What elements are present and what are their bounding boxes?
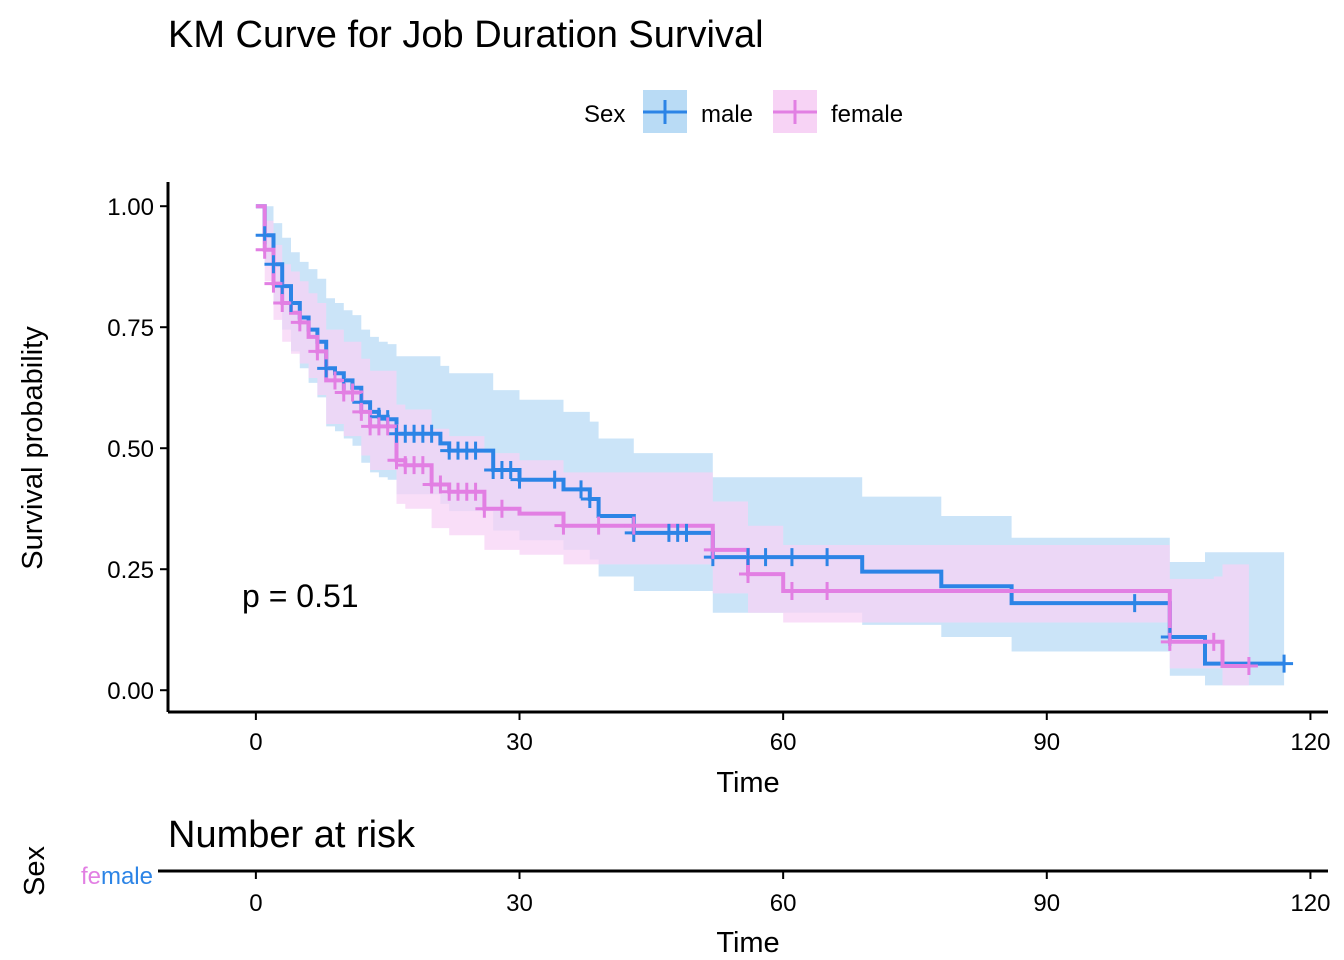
censor-mark-male [782,548,801,567]
legend: Sex male female [584,90,903,133]
censor-mark-male [422,424,441,443]
censor-mark-female [1160,632,1179,651]
risk-table-title: Number at risk [168,814,416,856]
confidence-bands [255,206,1285,686]
y-tick-label: 1.00 [107,194,154,221]
censor-mark-male [317,359,336,378]
y-axis-ticks: 0.00 0.25 0.50 0.75 1.00 [107,194,168,705]
censor-mark-female [352,402,371,421]
censor-mark-female [264,274,283,293]
censor-mark-female [255,240,274,259]
legend-title: Sex [584,101,625,128]
censor-mark-female [475,499,494,518]
censor-mark-female [818,581,837,600]
censor-mark-female [325,371,344,390]
y-tick-label: 0.75 [107,315,154,342]
risk-x-tick-label: 90 [1033,890,1060,917]
chart-title: KM Curve for Job Duration Survival [168,14,764,56]
censor-mark-male [501,460,520,479]
risk-table-strata-title: Sex [19,846,51,896]
y-tick-label: 0.25 [107,557,154,584]
x-axis-title: Time [716,767,779,799]
legend-label-male: male [701,101,753,128]
censor-mark-male [739,548,757,567]
strata-label-male-part: male [101,863,153,890]
risk-table-x-ticks: 0 30 60 90 120 [249,871,1330,917]
censor-mark-female [466,482,485,501]
censor-mark-male [273,277,292,296]
band-female [255,206,1249,686]
censor-mark-male [756,548,775,567]
x-tick-label: 90 [1033,729,1060,756]
risk-table-strata-label: female [81,863,153,890]
y-tick-label: 0.00 [107,678,154,705]
censor-mark-female [589,516,608,535]
censor-mark-female [1204,632,1223,651]
legend-key-female [773,90,817,133]
p-value-annotation: p = 0.51 [242,578,359,614]
censor-mark-male [510,470,529,489]
risk-x-tick-label: 120 [1290,890,1330,917]
risk-x-tick-label: 60 [770,890,797,917]
censor-mark-female [492,499,511,518]
censor-mark-female [739,565,757,584]
censor-mark-male [1275,654,1294,673]
strata-label-female-part: fe [81,863,101,890]
x-axis-ticks: 0 30 60 90 120 [249,712,1330,756]
censor-mark-male [264,255,283,274]
censor-mark-female [343,383,362,402]
censor-mark-male [580,490,599,509]
censor-mark-male [677,523,696,542]
censor-mark-male [466,441,485,460]
censor-mark-male [545,470,564,489]
censor-mark-female [554,516,573,535]
risk-x-tick-label: 30 [506,890,533,917]
censor-mark-female [308,342,327,361]
censor-mark-female [1239,657,1258,676]
censor-mark-male [818,548,837,567]
censor-marks [255,226,1294,676]
censor-mark-female [703,540,722,559]
legend-key-male [643,90,687,133]
x-tick-label: 30 [506,729,533,756]
censor-mark-female [413,456,432,475]
x-tick-label: 120 [1290,729,1330,756]
censor-mark-female [273,294,292,313]
censor-mark-female [378,417,397,436]
censor-mark-female [782,581,801,600]
x-tick-label: 0 [249,729,262,756]
censor-mark-female [290,313,309,332]
legend-label-female: female [831,101,903,128]
censor-mark-male [1125,594,1144,613]
x-tick-label: 60 [770,729,797,756]
risk-table-x-axis-title: Time [716,927,779,959]
y-axis-title: Survival probability [17,326,49,570]
y-tick-label: 0.50 [107,436,154,463]
risk-x-tick-label: 0 [249,890,262,917]
censor-mark-female [624,516,643,535]
censor-mark-male [572,480,591,499]
